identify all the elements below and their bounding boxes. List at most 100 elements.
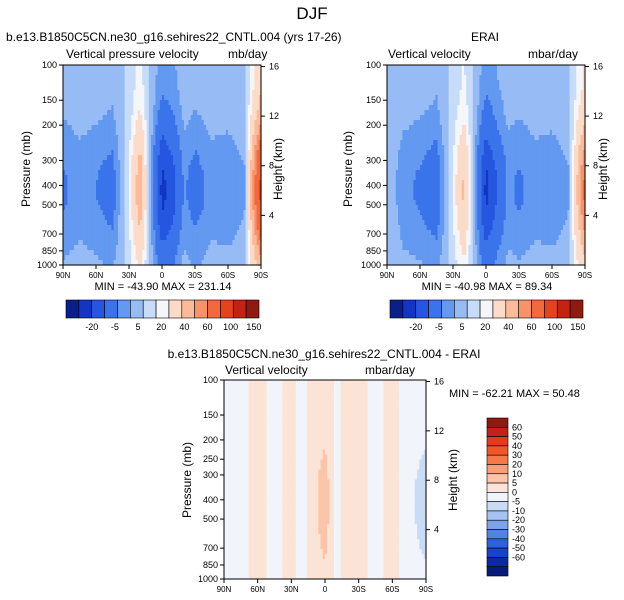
heatmap-cell — [223, 205, 227, 211]
heatmap-cell — [415, 210, 419, 216]
heatmap-cell — [118, 95, 121, 101]
heatmap-cell — [85, 220, 88, 226]
heatmap-cell — [153, 105, 156, 111]
heatmap-cell — [435, 80, 439, 86]
heatmap-cell — [135, 65, 139, 71]
heatmap-cell — [181, 230, 185, 236]
heatmap-cell — [256, 65, 260, 71]
heatmap-cell — [420, 95, 423, 101]
heatmap-cell — [393, 175, 397, 181]
heatmap-cell — [400, 200, 403, 206]
heatmap-cell — [82, 165, 86, 171]
heatmap-cell — [120, 250, 123, 256]
heatmap-cell — [181, 225, 185, 231]
heatmap-cell — [391, 200, 395, 206]
heatmap-cell — [140, 70, 143, 76]
heatmap-cell — [159, 230, 163, 236]
heatmap-cell — [87, 160, 90, 166]
heatmap-cell — [439, 220, 443, 226]
heatmap-cell — [433, 140, 436, 146]
heatmap-cell — [210, 170, 214, 176]
heatmap-cell — [129, 185, 132, 191]
heatmap-cell — [239, 170, 242, 176]
heatmap-cell — [166, 135, 170, 141]
heatmap-cell — [71, 255, 75, 261]
heatmap-cell — [146, 140, 150, 146]
heatmap-cell — [140, 160, 143, 166]
heatmap-cell — [170, 145, 174, 151]
heatmap-cell — [398, 145, 401, 151]
heatmap-cell — [254, 190, 258, 196]
heatmap-cell — [74, 120, 77, 126]
heatmap-cell — [415, 160, 419, 166]
heatmap-cell — [453, 140, 456, 146]
heatmap-cell — [98, 225, 101, 231]
heatmap-cell — [426, 240, 430, 246]
heatmap-cell — [393, 195, 397, 201]
heatmap-cell — [170, 255, 174, 261]
heatmap-cell — [133, 210, 137, 216]
heatmap-cell — [100, 250, 104, 256]
heatmap-cell — [63, 160, 66, 166]
heatmap-cell — [91, 100, 95, 106]
heatmap-cell — [208, 190, 211, 196]
heatmap-cell — [214, 65, 218, 71]
heatmap-cell — [148, 210, 152, 216]
heatmap-cell — [206, 240, 209, 246]
heatmap-cell — [446, 70, 450, 76]
heatmap-cell — [74, 70, 77, 76]
heatmap-cell — [232, 90, 236, 96]
heatmap-cell — [241, 95, 244, 101]
heatmap-cell — [389, 170, 392, 176]
heatmap-cell — [210, 220, 214, 226]
heatmap-cell — [100, 130, 104, 136]
heatmap-cell — [186, 245, 189, 251]
heatmap-cell — [212, 105, 216, 111]
heatmap-cell — [415, 215, 419, 221]
heatmap-cell — [157, 200, 161, 206]
heatmap-cell — [181, 235, 185, 241]
heatmap-cell — [413, 95, 417, 101]
heatmap-cell — [225, 100, 229, 106]
heatmap-cell — [444, 145, 447, 151]
heatmap-cell — [435, 125, 439, 131]
heatmap-cell — [428, 75, 432, 81]
heatmap-cell — [437, 115, 441, 121]
heatmap-cell — [126, 90, 130, 96]
heatmap-cell — [258, 195, 262, 201]
heatmap-cell — [118, 105, 121, 111]
heatmap-cell — [71, 225, 75, 231]
heatmap-cell — [177, 200, 181, 206]
heatmap-cell — [100, 90, 104, 96]
heatmap-cell — [411, 260, 414, 266]
heatmap-cell — [166, 195, 170, 201]
heatmap-cell — [214, 135, 218, 141]
heatmap-cell — [406, 215, 410, 221]
heatmap-cell — [104, 95, 108, 101]
heatmap-cell — [256, 220, 260, 226]
heatmap-cell — [400, 145, 403, 151]
heatmap-cell — [151, 250, 154, 256]
heatmap-cell — [188, 170, 192, 176]
heatmap-cell — [411, 115, 414, 121]
heatmap-cell — [254, 115, 258, 121]
heatmap-cell — [80, 150, 84, 156]
heatmap-cell — [413, 145, 417, 151]
heatmap-cell — [234, 215, 238, 221]
heatmap-cell — [402, 125, 406, 131]
heatmap-cell — [78, 145, 82, 151]
heatmap-cell — [129, 120, 132, 126]
heatmap-cell — [65, 195, 68, 201]
heatmap-cell — [422, 255, 425, 261]
heatmap-cell — [212, 245, 216, 251]
heatmap-cell — [437, 140, 441, 146]
heatmap-cell — [437, 240, 441, 246]
heatmap-cell — [69, 165, 73, 171]
heatmap-cell — [448, 195, 452, 201]
heatmap-cell — [124, 170, 128, 176]
heatmap-cell — [113, 230, 117, 236]
heatmap-cell — [437, 130, 441, 136]
heatmap-cell — [80, 190, 84, 196]
heatmap-cell — [82, 205, 86, 211]
heatmap-cell — [91, 85, 95, 91]
